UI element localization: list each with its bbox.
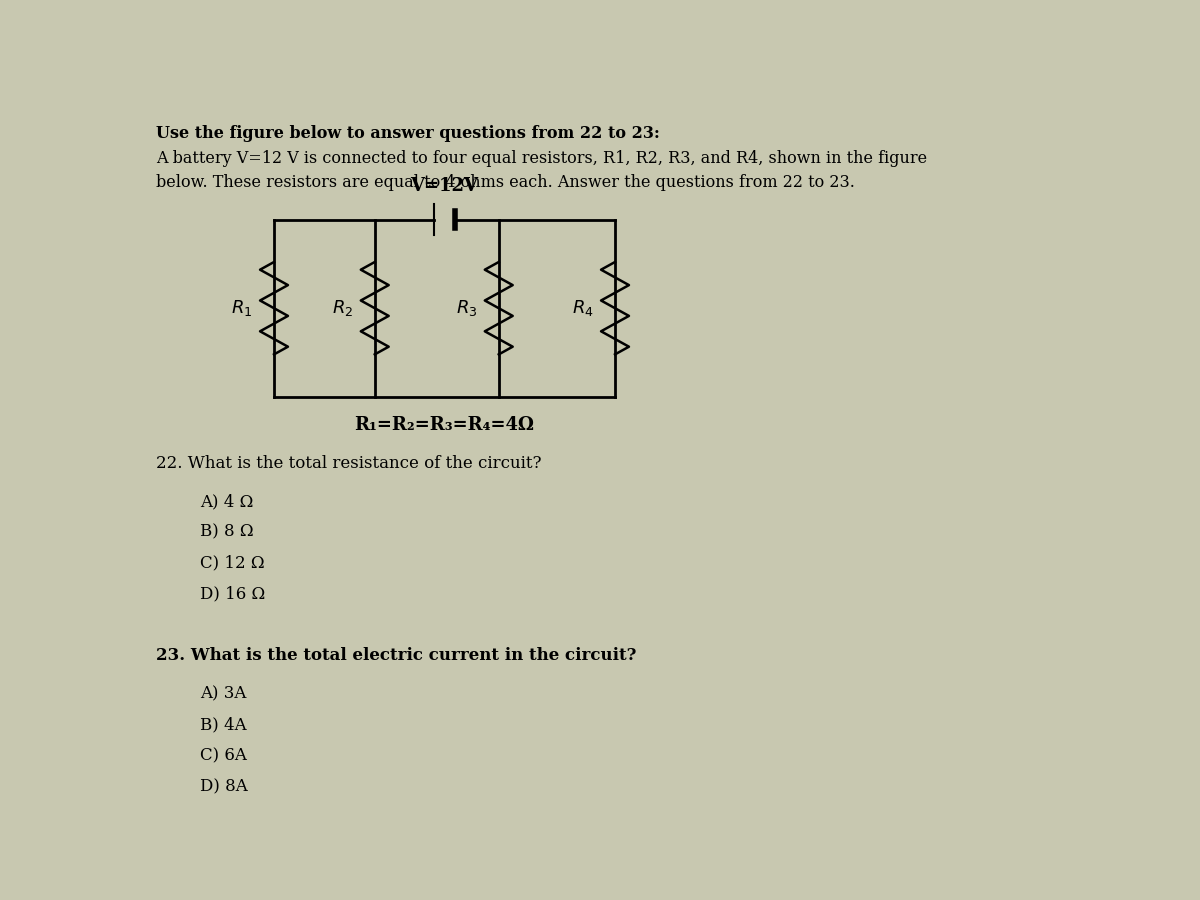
Text: Use the figure below to answer questions from 22 to 23:: Use the figure below to answer questions… xyxy=(156,125,660,142)
Text: V=12V: V=12V xyxy=(410,177,479,195)
Text: A) 4 Ω: A) 4 Ω xyxy=(200,493,253,510)
Text: D) 8A: D) 8A xyxy=(200,778,248,795)
Text: B) 4A: B) 4A xyxy=(200,716,247,734)
Text: A battery V=12 V is connected to four equal resistors, R1, R2, R3, and R4, shown: A battery V=12 V is connected to four eq… xyxy=(156,149,928,166)
Text: 23. What is the total electric current in the circuit?: 23. What is the total electric current i… xyxy=(156,647,636,664)
Text: D) 16 Ω: D) 16 Ω xyxy=(200,585,265,602)
Text: $R_3$: $R_3$ xyxy=(456,298,478,319)
Text: A) 3A: A) 3A xyxy=(200,686,247,703)
Text: $R_2$: $R_2$ xyxy=(331,298,353,319)
Text: B) 8 Ω: B) 8 Ω xyxy=(200,524,254,541)
Text: $R_1$: $R_1$ xyxy=(230,298,252,319)
Text: C) 6A: C) 6A xyxy=(200,747,247,764)
Text: $R_4$: $R_4$ xyxy=(571,298,593,319)
Text: 22. What is the total resistance of the circuit?: 22. What is the total resistance of the … xyxy=(156,454,541,472)
Text: below. These resistors are equal to 4 ohms each. Answer the questions from 22 to: below. These resistors are equal to 4 oh… xyxy=(156,175,856,191)
Text: C) 12 Ω: C) 12 Ω xyxy=(200,554,265,572)
Text: R₁=R₂=R₃=R₄=4Ω: R₁=R₂=R₃=R₄=4Ω xyxy=(354,416,534,434)
